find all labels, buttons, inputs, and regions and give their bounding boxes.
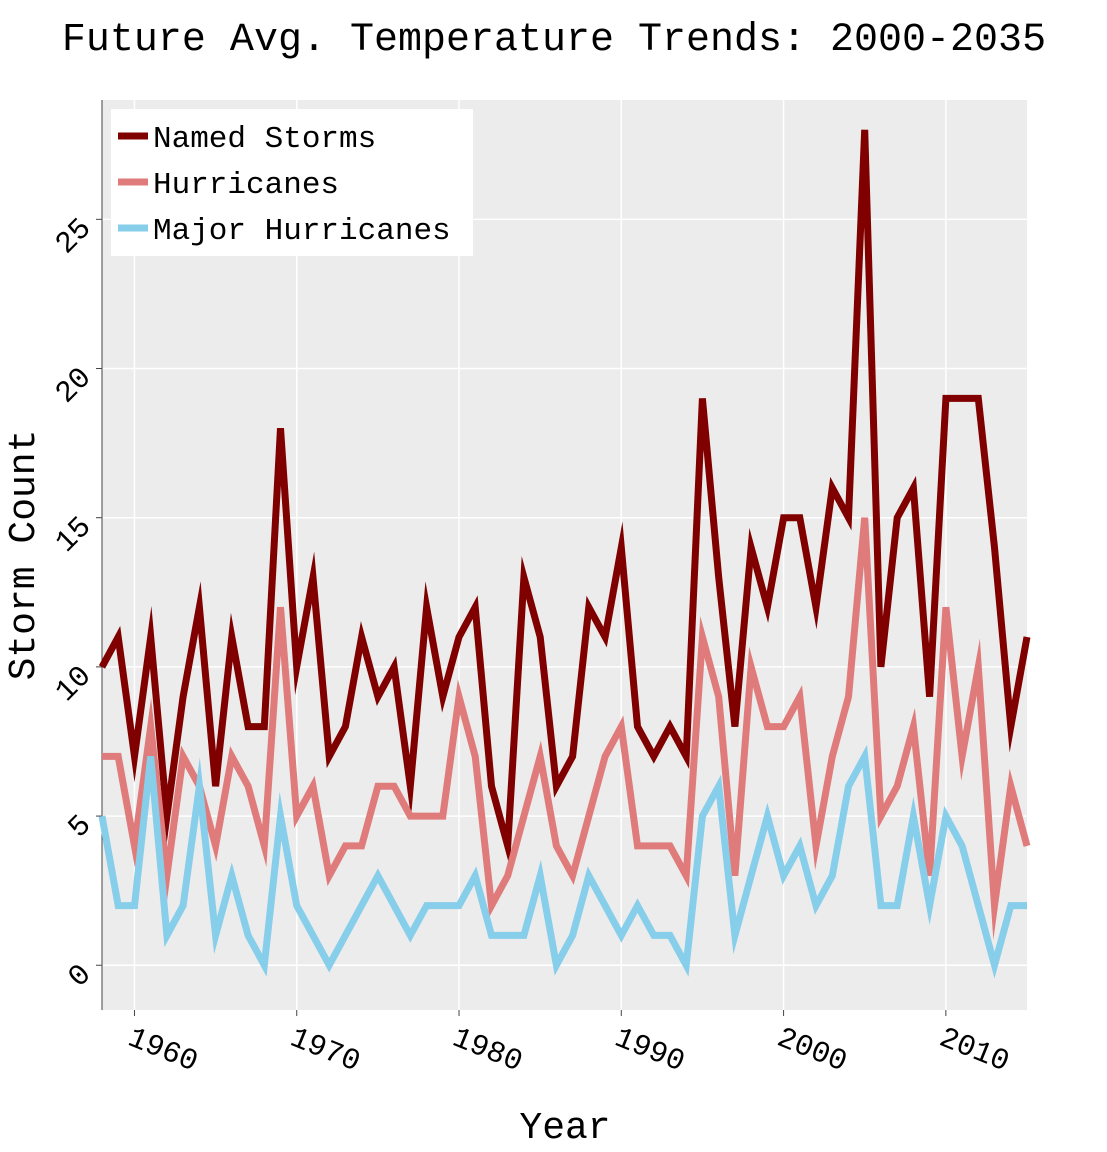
x-axis-ticks: 1960 1970 1980 1990 2000 2010 [123,1010,1014,1080]
y-tick-label: 20 [50,362,100,412]
y-tick-label: 15 [50,511,100,561]
legend: Named Storms Hurricanes Major Hurricanes [111,109,473,256]
x-tick-label: 1990 [610,1022,690,1081]
legend-label: Named Storms [153,122,376,157]
x-tick-label: 1980 [447,1022,527,1081]
x-tick-label: 1970 [285,1022,365,1081]
legend-box [111,109,473,256]
y-tick-label: 5 [62,809,99,846]
series-line-named-storms [98,129,1031,868]
legend-label: Hurricanes [153,168,339,203]
x-tick-label: 2000 [772,1022,852,1081]
legend-label: Major Hurricanes [153,214,451,249]
x-tick-label: 2010 [934,1022,1014,1081]
series-line-hurricanes [102,517,1031,941]
y-tick-label: 25 [50,212,100,262]
x-axis-title: Year [519,1107,610,1150]
y-axis-ticks: 0 5 10 15 20 25 [50,212,102,995]
series-lines [98,129,1031,979]
chart-title: Future Avg. Temperature Trends: 2000-203… [62,18,1046,63]
y-tick-label: 0 [62,958,99,995]
y-tick-label: 10 [50,660,100,710]
series-line-major-hurricanes [98,744,1027,979]
x-tick-label: 1960 [123,1022,203,1081]
y-axis-title: Storm Count [3,430,46,681]
